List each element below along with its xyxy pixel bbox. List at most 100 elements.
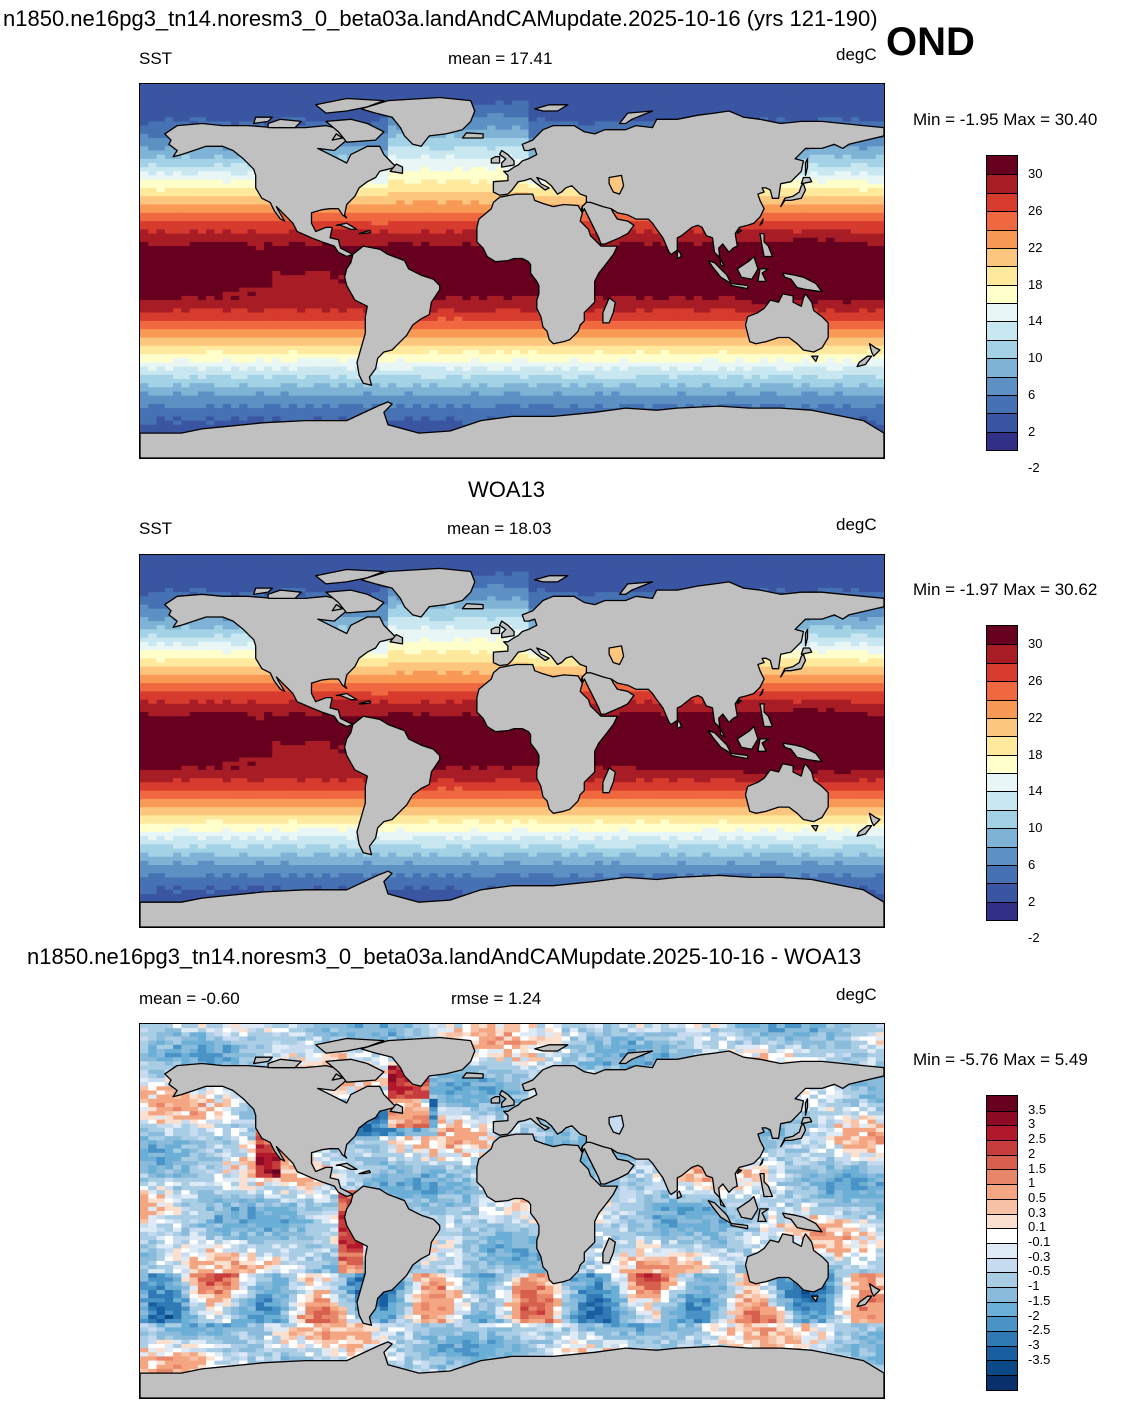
- colorbar-tick-label: 1: [1028, 1175, 1035, 1190]
- colorbar-swatch: [987, 284, 1017, 303]
- landmass-new-zealand-s: [856, 1295, 873, 1308]
- landmass-java: [730, 282, 749, 290]
- landmass-ellesmere: [315, 1037, 385, 1054]
- colorbar-swatch: [987, 662, 1017, 682]
- colorbar-tick-label: 30: [1028, 166, 1042, 181]
- panel1-units: degC: [836, 46, 877, 63]
- colorbar-swatch: [987, 431, 1017, 450]
- colorbar-tick-label: -2.5: [1028, 1322, 1050, 1337]
- landmass-caspian: [608, 174, 625, 195]
- landmass-sri-lanka: [676, 720, 683, 730]
- panel1-field-label: SST: [139, 50, 172, 67]
- landmass-taiwan: [759, 1158, 764, 1166]
- colorbar-swatch: [987, 321, 1017, 340]
- landmass-north-america: [164, 1062, 397, 1198]
- landmass-eurasia: [492, 1050, 884, 1208]
- landmass-new-zealand-n: [868, 343, 881, 357]
- landmass-southampton: [331, 603, 344, 612]
- colorbar-tick-label: -0.1: [1028, 1234, 1050, 1249]
- colorbar-swatch: [987, 901, 1017, 920]
- colorbar-swatch: [987, 699, 1017, 718]
- landmass-tasmania: [811, 355, 819, 363]
- landmass-svalbard: [534, 104, 569, 112]
- landmass-cuba: [335, 692, 358, 701]
- colorbar-tick-label: 3: [1028, 1116, 1035, 1131]
- landmass-africa: [476, 663, 619, 814]
- colorbar-swatch: [987, 1184, 1017, 1199]
- colorbar-swatch: [987, 1286, 1017, 1302]
- landmass-madagascar: [602, 297, 616, 324]
- landmass-cuba: [335, 222, 358, 231]
- landmass-arabia: [581, 672, 635, 715]
- colorbar-tick-label: -3: [1028, 1337, 1040, 1352]
- colorbar-swatch: [987, 1316, 1017, 1331]
- landmass-antarctica: [140, 401, 884, 458]
- colorbar-swatch: [987, 1110, 1017, 1126]
- colorbar-swatch: [987, 394, 1017, 414]
- landmass-madagascar: [602, 1237, 616, 1264]
- landmass-ellesmere: [315, 568, 385, 585]
- colorbar-tick-label: 1.5: [1028, 1161, 1046, 1176]
- colorbar-tick-label: 30: [1028, 636, 1042, 651]
- landmass-antarctica: [140, 870, 884, 927]
- colorbar-tick-label: -2: [1028, 1308, 1040, 1323]
- panel2-mean: mean = 18.03: [447, 520, 551, 537]
- colorbar-swatch: [987, 883, 1017, 902]
- panel3-map: [139, 1023, 885, 1399]
- colorbar-swatch: [987, 1169, 1017, 1185]
- colorbar-swatch: [987, 1198, 1017, 1214]
- colorbar-tick-label: -0.3: [1028, 1249, 1050, 1264]
- landmass-australia: [744, 1233, 829, 1293]
- colorbar-tick-label: 10: [1028, 350, 1042, 365]
- season-label: OND: [886, 22, 975, 62]
- landmass-ireland: [490, 1096, 501, 1104]
- landmass-ellesmere: [315, 97, 385, 114]
- colorbar-swatch: [987, 1140, 1017, 1155]
- landmass-sulawesi: [757, 268, 769, 283]
- colorbar-tick-label: 2: [1028, 894, 1035, 909]
- colorbar-swatch: [987, 644, 1017, 663]
- panel1-mean: mean = 17.41: [448, 50, 552, 67]
- colorbar-swatch: [987, 717, 1017, 737]
- panel3-rmse: rmse = 1.24: [451, 990, 541, 1007]
- landmass-taiwan: [759, 688, 764, 697]
- colorbar-swatch: [987, 809, 1017, 829]
- colorbar-swatch: [987, 1360, 1017, 1376]
- colorbar-swatch: [987, 1301, 1017, 1317]
- panel3-title: n1850.ne16pg3_tn14.noresm3_0_beta03a.lan…: [27, 946, 861, 968]
- colorbar-tick-label: 26: [1028, 673, 1042, 688]
- colorbar-tick-label: 2: [1028, 424, 1035, 439]
- colorbar-tick-label: -0.5: [1028, 1263, 1050, 1278]
- colorbar-swatch: [987, 1154, 1017, 1170]
- landmass-borneo: [736, 725, 759, 750]
- landmass-madagascar: [602, 767, 616, 794]
- landmass-hokkaido: [800, 647, 813, 655]
- colorbar-swatch: [987, 1272, 1017, 1287]
- colorbar-swatch: [987, 773, 1017, 792]
- landmass-sulawesi: [757, 1208, 769, 1223]
- landmass-novaya-zemlya: [618, 1050, 654, 1065]
- colorbar-swatch: [987, 828, 1017, 847]
- panel1-colorbar: [986, 155, 1018, 451]
- colorbar-swatch: [987, 358, 1017, 377]
- landmass-sulawesi: [757, 738, 769, 752]
- panel3-minmax: Min = -5.76 Max = 5.49: [913, 1051, 1088, 1068]
- landmass-africa: [476, 1133, 619, 1285]
- panel2-title: WOA13: [468, 479, 545, 501]
- landmass-iceland: [461, 132, 484, 139]
- landmass-philippines: [759, 1172, 774, 1198]
- landmass-philippines: [759, 703, 774, 728]
- landmass-hispaniola: [358, 229, 372, 235]
- landmass-baffin: [325, 589, 385, 614]
- landmass-newfoundland: [389, 633, 404, 645]
- colorbar-swatch: [987, 626, 1017, 645]
- colorbar-swatch: [987, 413, 1017, 432]
- landmass-svalbard: [534, 1044, 569, 1052]
- landmass-banks: [253, 587, 273, 595]
- colorbar-tick-label: 0.5: [1028, 1190, 1046, 1205]
- colorbar-tick-label: 26: [1028, 203, 1042, 218]
- colorbar-tick-label: -2: [1028, 460, 1040, 475]
- landmass-sri-lanka: [676, 1190, 683, 1200]
- colorbar-swatch: [987, 1331, 1017, 1346]
- colorbar-swatch: [987, 192, 1017, 212]
